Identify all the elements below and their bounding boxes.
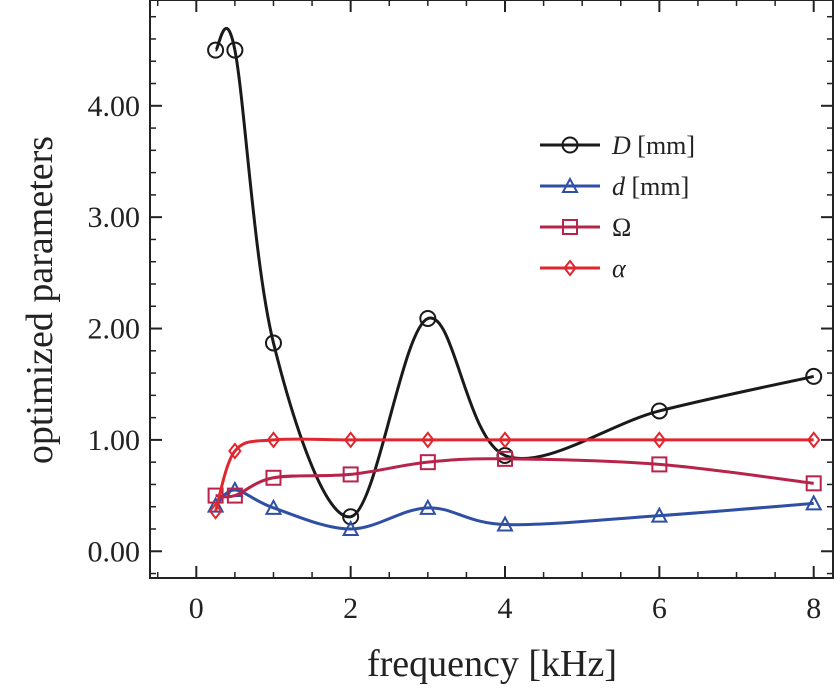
series-alpha-point — [228, 442, 242, 460]
series-D-point — [419, 310, 437, 328]
series-alpha-point — [498, 431, 512, 449]
series-D-line — [214, 27, 815, 519]
legend-marker — [563, 259, 577, 277]
series-alpha-line — [214, 437, 814, 512]
series-D-point — [264, 334, 282, 352]
series-d-small-point — [805, 494, 823, 511]
series-alpha — [208, 431, 821, 520]
legend-label: D [mm] — [611, 131, 695, 160]
series-d-small-line — [214, 488, 814, 531]
plot-frame — [149, 0, 834, 579]
series-alpha-point — [266, 431, 281, 449]
legend-marker — [561, 136, 579, 154]
y-tick-label: 1.00 — [88, 424, 141, 457]
series-omega-point — [805, 475, 822, 492]
series-D-point — [342, 508, 360, 526]
x-tick-label: 0 — [189, 592, 204, 625]
series-omega-point — [342, 466, 359, 483]
x-axis-title: frequency [kHz] — [367, 643, 617, 685]
series-D-point — [207, 41, 225, 59]
series-d-small-point — [264, 498, 283, 515]
legend-series-unit: [mm] — [625, 172, 689, 201]
x-tick-label: 4 — [498, 592, 513, 625]
legend-series-unit: [mm] — [631, 131, 695, 160]
legend-label: α — [612, 254, 627, 283]
legend-marker — [561, 176, 579, 193]
series-omega-point — [265, 469, 282, 486]
series-omega-point — [226, 487, 243, 504]
series-alpha-point — [343, 431, 358, 449]
series-D — [207, 27, 823, 526]
y-tick-label: 0.00 — [88, 535, 141, 568]
y-tick-label: 2.00 — [88, 313, 141, 346]
series-alpha-point — [806, 431, 821, 449]
series-omega-point — [651, 456, 668, 473]
series-d-small-point — [650, 506, 669, 523]
series-layer — [206, 27, 823, 536]
legend-series-name: Ω — [612, 213, 631, 242]
series-d-small-point — [341, 519, 360, 536]
x-tick-label: 6 — [652, 592, 667, 625]
series-alpha-point — [652, 431, 667, 449]
series-omega-line — [215, 457, 814, 499]
series-d-small-point — [419, 498, 437, 515]
series-d-small-point — [206, 496, 225, 513]
tick-labels: 0 2 4 6 8 0.00 1.00 2.00 3.00 4.00 — [88, 90, 822, 625]
series-d-small — [206, 480, 823, 536]
legend-series-name: d — [612, 172, 626, 201]
y-tick-label: 4.00 — [88, 90, 141, 123]
ticks — [150, 0, 833, 578]
series-D-point — [650, 402, 668, 420]
series-D-point — [805, 367, 823, 385]
legend-series-name: D — [611, 131, 631, 160]
series-omega-point — [419, 454, 436, 471]
legend-label: Ω — [612, 213, 631, 242]
series-alpha-point — [208, 502, 223, 520]
series-D-point — [226, 41, 244, 59]
series-d-small-point — [496, 515, 514, 532]
legend: D [mm]d [mm]Ωα — [540, 131, 695, 283]
legend-label: d [mm] — [612, 172, 689, 201]
y-tick-label: 3.00 — [88, 201, 141, 234]
y-axis-title: optimized parameters — [19, 136, 61, 464]
legend-series-name: α — [612, 254, 627, 283]
x-tick-label: 2 — [343, 592, 358, 625]
series-alpha-point — [421, 431, 435, 449]
series-omega-point — [497, 450, 514, 467]
x-tick-label: 8 — [806, 592, 821, 625]
series-omega — [207, 450, 822, 504]
legend-marker — [562, 219, 578, 235]
